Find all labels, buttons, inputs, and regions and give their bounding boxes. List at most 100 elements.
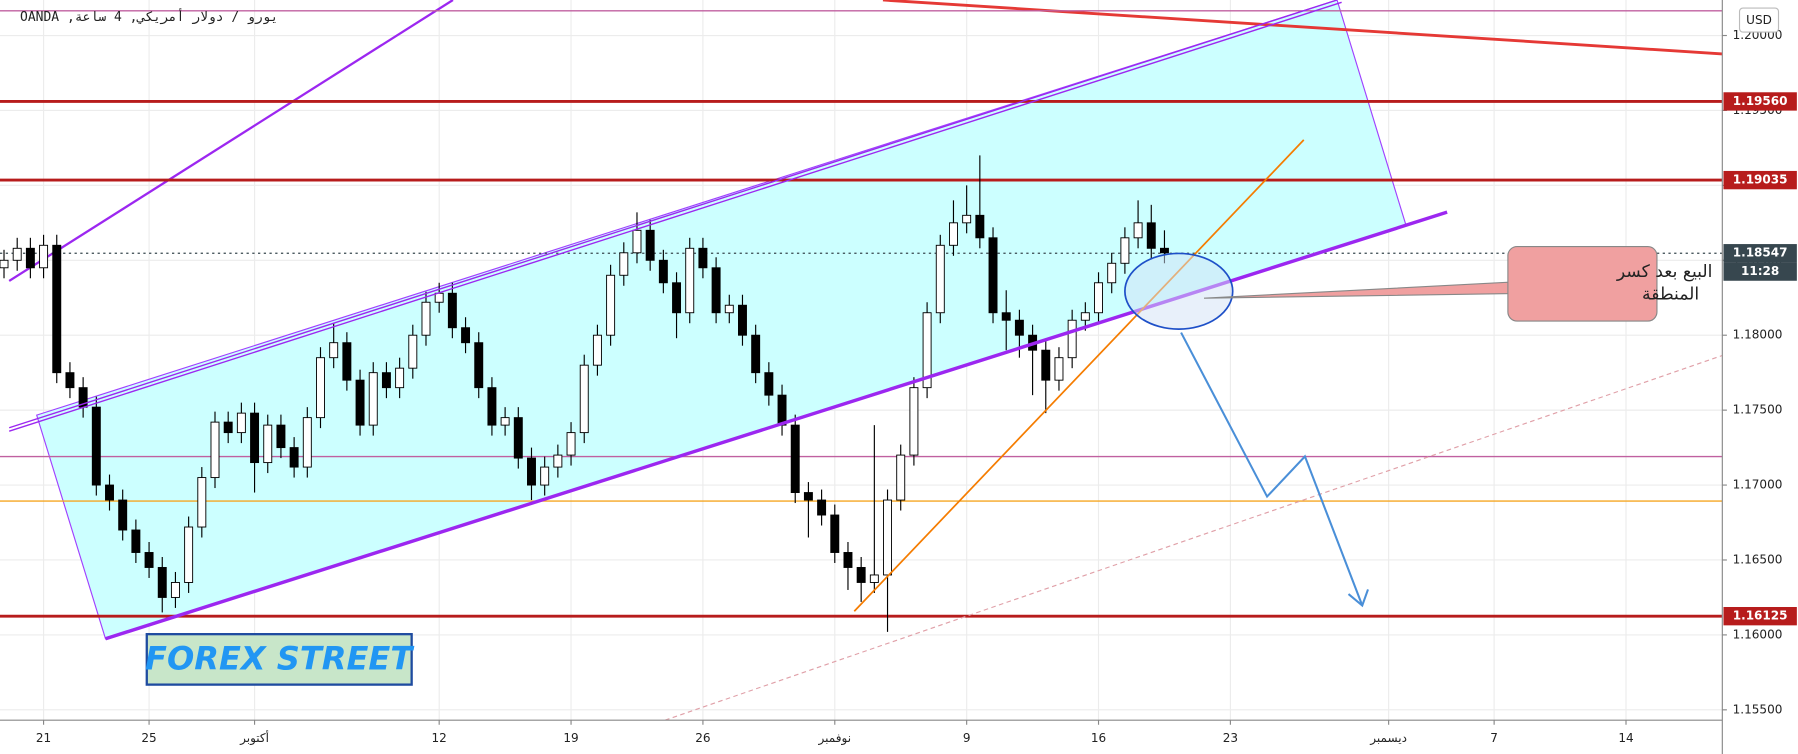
trend-line [664,354,1723,721]
x-tick-label: 23 [1223,731,1238,745]
chart-title: يورو / دولار أمريكي, 4 ساعة, OANDA [20,10,279,25]
countdown-box [1723,262,1797,281]
x-tick-label: أكتوبر [239,730,269,746]
currency-box [1738,7,1780,33]
candle-body [118,499,128,531]
callout-text: البيع بعد كسر [1616,262,1713,282]
y-tick-label: 1.15500 [1733,702,1783,716]
candle-body [447,292,457,329]
candle-body [1054,357,1064,381]
candle-body [1014,319,1024,336]
candle-body [316,357,325,419]
candle-body [1041,349,1051,381]
price-label-box [1723,92,1797,111]
price-label-box [1723,607,1797,626]
zone-ellipse [1124,252,1234,330]
x-tick-label: 26 [695,731,710,745]
trend-line [8,0,454,282]
candle-body [434,292,444,303]
candle-body [131,529,141,553]
candle-body [236,412,246,434]
candle-body [500,417,510,426]
x-tick-label: 25 [141,731,156,745]
candle-body [632,229,642,254]
candle-body [948,222,958,246]
x-tick-label: 7 [1490,731,1498,745]
candle-body [25,247,35,269]
candle-body [909,387,919,456]
candle-body [329,342,339,359]
y-tick-label: 1.16500 [1733,552,1783,566]
candle-body [65,372,75,389]
trend-line [882,0,1723,56]
candle-body [645,229,655,261]
candle-body [39,244,49,269]
candle-body [777,394,787,426]
price-label: 1.16125 [1733,609,1788,623]
candle-body [1133,222,1143,239]
price-label-box [1723,244,1797,263]
callout-box [1507,245,1658,322]
forecast-arrow [1180,332,1364,606]
candle-body [527,457,536,486]
watermark: FOREX STREET [145,640,414,678]
candle-body [461,327,471,344]
y-tick-label: 1.17500 [1733,403,1783,417]
candles [0,155,1169,632]
candle-body [184,526,194,583]
x-tick-label: 19 [563,731,578,745]
x-tick-label: ديسمبر [1369,731,1407,746]
candle-body [843,552,853,568]
drawings: البيع بعد كسر المنطقة FOREX STREET [0,0,1723,721]
x-tick-label: 14 [1618,731,1633,745]
arrow-head [1347,589,1369,608]
price-label: 1.18547 [1733,246,1788,260]
candle-body [672,282,682,314]
candle-body [368,372,378,426]
channel-top [8,0,1338,429]
candle-body [935,244,945,314]
candle-body [751,334,761,374]
price-label-box [1723,170,1797,190]
candle-body [0,259,9,269]
x-tick-label: نوفمبر [818,731,852,746]
price-label: 1.19035 [1733,173,1788,187]
candle-body [869,574,879,583]
candle-body [355,379,365,426]
candle-body [685,247,695,314]
y-tick-label: 1.18000 [1733,328,1783,342]
candle-body [738,304,747,336]
candle-body [724,304,734,314]
callout-text: المنطقة [1642,285,1699,305]
candle-body [803,492,813,501]
candle-body [922,312,932,389]
candle-body [487,387,497,426]
candle-body [381,372,391,389]
currency: USD [1746,13,1772,27]
watermark-box [145,633,413,686]
price-label: 1.19560 [1733,94,1788,108]
x-tick-label: 12 [432,731,447,745]
candle-body [342,342,352,381]
trend-line [853,139,1305,612]
candle-body [105,484,114,501]
axes: 1.15500 1.16000 1.16500 1.17000 1.17500 1.180… [36,28,1797,746]
y-tick-label: 1.17000 [1733,478,1783,492]
candle-body [289,447,299,468]
candle-body [302,417,312,468]
candle-body [408,334,418,369]
candle-body [764,372,774,396]
candle-body [263,424,273,464]
candle-body [790,424,800,494]
candle-body [711,267,721,314]
x-tick-label: 16 [1091,731,1106,745]
candle-body [658,259,668,284]
candle-body [698,247,708,269]
candle-body [579,364,589,434]
candle-body [1001,312,1011,321]
candle-body [1159,247,1169,254]
candle-body [12,247,22,261]
countdown: 11:28 [1741,264,1779,278]
candle-body [513,417,523,459]
candle-body [830,514,840,553]
